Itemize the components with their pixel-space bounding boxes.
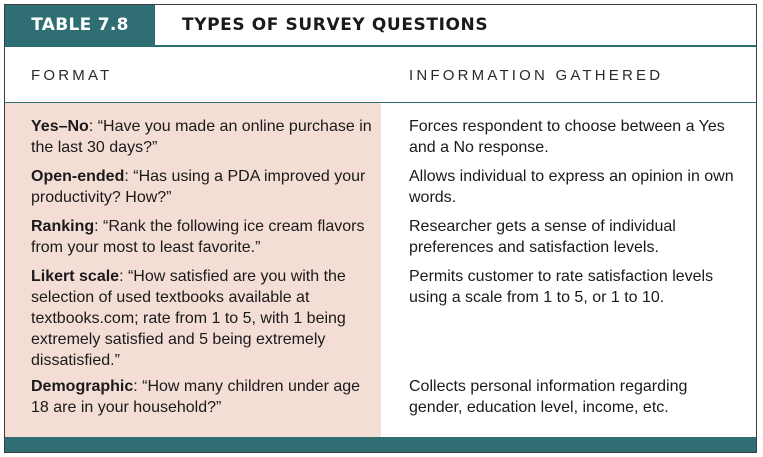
table-row: Demographic: “How many children under ag… xyxy=(5,376,756,426)
question-cell: Demographic: “How many children under ag… xyxy=(31,376,376,418)
information-cell: Collects personal information regarding … xyxy=(409,378,688,416)
table-row: Ranking: “Rank the following ice cream f… xyxy=(5,216,756,266)
question-type: Open-ended xyxy=(31,168,125,185)
question-cell: Yes–No: “Have you made an online purchas… xyxy=(31,116,376,158)
survey-table: TABLE 7.8 TYPES OF SURVEY QUESTIONS FORM… xyxy=(4,4,757,453)
question-text: : “Have you made an online purchase in t… xyxy=(31,118,372,156)
question-text: : “How satisfied are you with the select… xyxy=(31,268,346,369)
question-type: Yes–No xyxy=(31,118,89,135)
table-header: TABLE 7.8 TYPES OF SURVEY QUESTIONS xyxy=(5,5,756,47)
question-cell: Ranking: “Rank the following ice cream f… xyxy=(31,216,376,258)
information-cell: Forces respondent to choose between a Ye… xyxy=(409,118,725,156)
question-cell: Open-ended: “Has using a PDA improved yo… xyxy=(31,166,376,208)
table-row: Open-ended: “Has using a PDA improved yo… xyxy=(5,166,756,216)
format-column-background xyxy=(5,103,381,438)
header-divider xyxy=(5,102,756,103)
column-header-information: INFORMATION GATHERED xyxy=(409,67,664,84)
table-footer-bar xyxy=(5,437,756,452)
question-type: Demographic xyxy=(31,378,134,395)
question-cell: Likert scale: “How satisfied are you wit… xyxy=(31,266,376,371)
table-body: Yes–No: “Have you made an online purchas… xyxy=(5,116,756,426)
table-title: TYPES OF SURVEY QUESTIONS xyxy=(182,15,489,35)
question-type: Ranking xyxy=(31,218,95,235)
question-text: : “Rank the following ice cream flavors … xyxy=(31,218,365,256)
table-number-label: TABLE 7.8 xyxy=(5,5,155,45)
question-text: : “Has using a PDA improved your product… xyxy=(31,168,366,206)
table-row: Likert scale: “How satisfied are you wit… xyxy=(5,266,756,376)
table-row: Yes–No: “Have you made an online purchas… xyxy=(5,116,756,166)
information-cell: Allows individual to express an opinion … xyxy=(409,168,734,206)
column-header-format: FORMAT xyxy=(31,67,113,84)
question-type: Likert scale xyxy=(31,268,120,285)
information-cell: Permits customer to rate satisfaction le… xyxy=(409,268,714,306)
question-text: : “How many children under age 18 are in… xyxy=(31,378,361,416)
information-cell: Researcher gets a sense of individual pr… xyxy=(409,218,676,256)
